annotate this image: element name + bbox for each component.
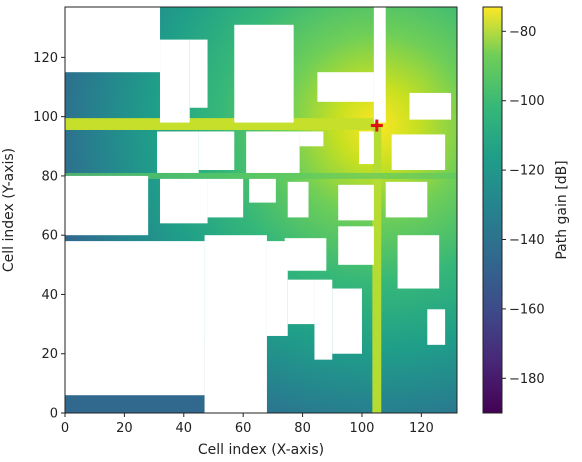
street-horizontal-secondary [65,172,457,179]
heatmap-plot-area [65,7,457,413]
y-tick-label: 80 [41,169,58,184]
x-axis-label: Cell index (X-axis) [198,442,324,458]
building-21 [204,235,267,413]
building-16 [249,178,276,203]
x-tick-label: 40 [176,421,193,436]
building-20 [65,241,205,396]
building-27 [332,288,362,354]
building-1 [160,39,190,123]
colorbar-tick-label: −160 [509,302,545,317]
building-19 [385,181,428,218]
building-28 [397,235,440,289]
building-6 [409,92,452,120]
plot-frame [64,6,458,414]
building-7 [157,131,199,173]
colorbar-tick-label: −140 [509,233,545,248]
building-15 [207,178,244,218]
colorbar-label: Path gain [dB] [554,160,570,259]
street-horizontal [65,118,377,130]
building-11 [359,131,374,165]
building-18 [338,184,374,221]
x-tick-label: 20 [116,421,133,436]
building-10 [299,131,324,147]
building-30 [65,7,161,73]
building-13 [65,175,149,236]
building-23 [284,238,327,271]
building-8 [198,131,235,170]
street-vertical [372,125,382,413]
building-22 [266,241,288,336]
building-2 [189,39,208,108]
x-tick-label: 100 [350,421,375,436]
building-14 [160,178,208,224]
building-4 [317,72,374,102]
x-tick-label: 80 [294,421,311,436]
colorbar-ticks: −80 −100 −120 −140 −160 −180 [502,25,545,387]
building-5 [373,7,386,123]
y-tick-label: 120 [33,51,58,66]
y-tick-label: 40 [41,288,58,303]
transmitter-marker [370,119,383,132]
colorbar-tick-label: −100 [509,94,545,109]
x-axis-ticks: 0 20 40 60 80 100 120 [61,413,434,436]
y-tick-label: 20 [41,347,58,362]
building-25 [287,279,315,325]
building-9 [246,131,300,173]
building-3 [234,24,294,123]
y-axis-ticks: 0 20 40 60 80 100 120 [33,51,65,422]
colorbar [482,6,503,414]
y-tick-label: 0 [50,407,58,422]
building-29 [427,309,446,345]
building-obstacles [65,7,452,413]
x-tick-label: 120 [409,421,434,436]
y-tick-label: 100 [33,110,58,125]
x-tick-label: 0 [61,421,69,436]
building-24 [338,226,374,265]
y-tick-label: 60 [41,229,58,244]
colorbar-tick-label: −80 [509,25,536,40]
colorbar-tick-label: −120 [509,164,545,179]
x-tick-label: 60 [235,421,252,436]
building-12 [391,134,446,170]
building-26 [314,279,333,360]
colorbar-tick-label: −180 [509,372,545,387]
y-axis-label: Cell index (Y-axis) [1,148,17,272]
building-17 [287,181,309,218]
street-corridors [65,118,457,413]
